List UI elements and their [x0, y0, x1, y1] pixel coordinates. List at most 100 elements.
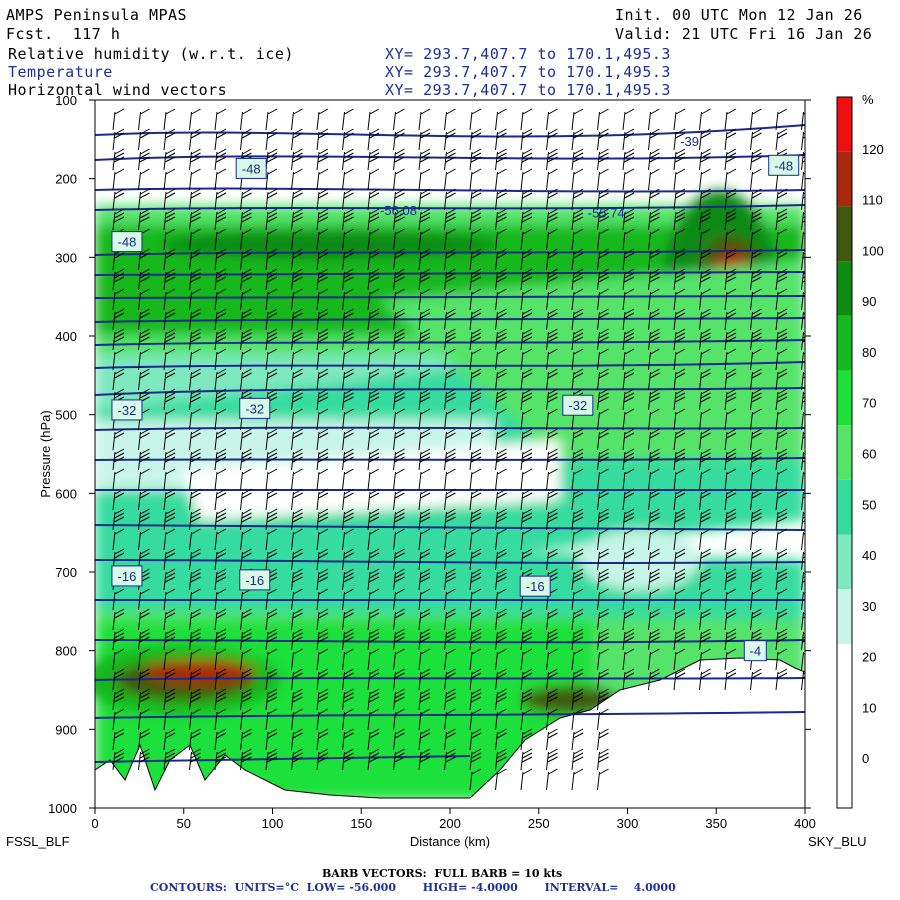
colorbar-segment	[837, 534, 852, 590]
wind-barb	[342, 508, 354, 531]
wind-barb	[418, 408, 431, 431]
wind-barb	[597, 128, 609, 151]
wind-barb	[265, 208, 278, 231]
wind-barb	[240, 688, 252, 711]
barb-note: BARB VECTORS: FULL BARB = 10 kts	[322, 867, 563, 880]
wind-barb	[240, 548, 252, 571]
wind-barb	[444, 688, 456, 711]
wind-barb	[750, 468, 762, 491]
wind-barb	[316, 708, 329, 731]
wind-barb	[189, 248, 201, 271]
wind-barb	[520, 748, 533, 771]
x-tick-label: 0	[91, 816, 98, 831]
wind-barb	[112, 448, 125, 471]
wind-barb	[342, 588, 354, 611]
field-wind-xy: XY= 293.7,407.7 to 170.1,495.3	[385, 81, 671, 99]
wind-barb	[520, 108, 533, 131]
wind-barb	[291, 488, 303, 511]
wind-barb	[265, 728, 278, 751]
colorbar-segment	[837, 753, 852, 808]
colorbar-label: 70	[862, 396, 876, 411]
wind-barb	[316, 588, 329, 611]
contour-label: -32	[245, 401, 264, 416]
wind-barb	[724, 468, 737, 491]
wind-barb	[597, 348, 609, 371]
wind-barb	[138, 628, 150, 651]
wind-barb	[214, 588, 227, 611]
wind-barb	[673, 208, 686, 231]
wind-barb	[112, 148, 125, 171]
wind-barb	[214, 528, 227, 551]
wind-barb	[240, 288, 252, 311]
wind-barb	[138, 688, 150, 711]
wind-barb	[342, 648, 354, 671]
wind-barb	[163, 668, 176, 691]
wind-barb	[418, 348, 431, 371]
wind-barb	[520, 628, 533, 651]
colorbar-label: 30	[862, 599, 876, 614]
wind-barb	[622, 128, 635, 151]
wind-barb	[495, 348, 507, 371]
wind-barb	[112, 168, 125, 191]
wind-barb	[546, 368, 558, 391]
wind-barb	[316, 348, 329, 371]
wind-barb	[163, 568, 176, 591]
wind-barb	[775, 528, 788, 551]
wind-barb	[775, 188, 788, 211]
wind-barb	[724, 188, 737, 211]
contour-label-box	[743, 640, 767, 662]
wind-barb	[393, 348, 405, 371]
wind-barb	[138, 148, 150, 171]
wind-barb	[444, 408, 456, 431]
wind-barb	[291, 188, 303, 211]
wind-barb	[138, 368, 150, 391]
wind-barb	[827, 249, 838, 270]
wind-barb	[393, 748, 405, 771]
wind-barb	[163, 688, 176, 711]
wind-barb	[112, 488, 125, 511]
wind-barb	[571, 308, 584, 331]
wind-barb	[393, 288, 405, 311]
wind-barb	[597, 108, 609, 131]
wind-barb	[546, 168, 558, 191]
x-tick-label: 400	[794, 816, 816, 831]
wind-barb	[622, 288, 635, 311]
wind-barb	[750, 328, 762, 351]
wind-barb	[775, 588, 788, 611]
wind-barb	[673, 168, 686, 191]
wind-barb	[622, 428, 635, 451]
wind-barb	[418, 388, 431, 411]
wind-barb	[648, 648, 660, 671]
wind-barb	[418, 548, 431, 571]
wind-barb	[750, 548, 762, 571]
wind-barb	[724, 588, 737, 611]
wind-barb	[444, 468, 456, 491]
wind-barb	[571, 248, 584, 271]
wind-barb	[342, 608, 354, 631]
contour-label: -48	[118, 235, 137, 250]
wind-barb	[750, 108, 762, 131]
wind-barb	[699, 408, 711, 431]
wind-barb	[827, 429, 838, 450]
wind-barb	[827, 109, 838, 130]
wind-barb	[316, 248, 329, 271]
wind-barb	[495, 648, 507, 671]
wind-barb	[775, 568, 788, 591]
wind-barb	[827, 189, 838, 210]
wind-barb	[673, 248, 686, 271]
wind-barb	[622, 608, 635, 631]
wind-barb	[214, 628, 227, 651]
wind-barb	[240, 628, 252, 651]
wind-barb	[597, 728, 609, 751]
wind-barb	[622, 448, 635, 471]
wind-barb	[495, 528, 507, 551]
wind-barb	[724, 328, 737, 351]
wind-barb	[495, 388, 507, 411]
wind-barb	[775, 228, 788, 251]
wind-barb	[444, 228, 456, 251]
contour-label: -16	[118, 569, 137, 584]
wind-barb	[316, 308, 329, 331]
wind-barb	[316, 128, 329, 151]
wind-barb	[495, 208, 507, 231]
